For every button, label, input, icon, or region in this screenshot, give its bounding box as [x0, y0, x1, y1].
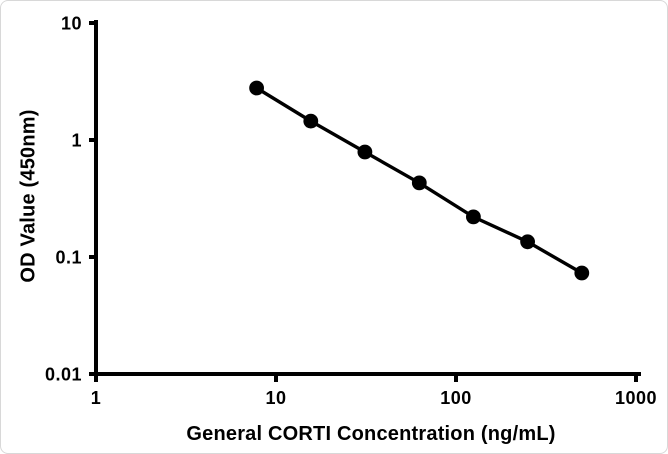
- data-point-marker: [357, 144, 373, 160]
- data-point-marker: [411, 175, 427, 191]
- y-tick-label: 0.1: [55, 248, 82, 268]
- y-tick-label: 0.01: [45, 365, 82, 385]
- x-axis-title: General CORTI Concentration (ng/mL): [186, 423, 556, 445]
- data-point-marker: [249, 80, 264, 96]
- y-tick-label: 1: [71, 131, 82, 151]
- data-point-marker: [520, 234, 535, 250]
- y-axis-title: OD Value (450nm): [17, 109, 40, 283]
- y-tick-label: 10: [61, 14, 82, 34]
- data-point-marker: [466, 209, 481, 225]
- data-point-marker: [574, 265, 590, 281]
- x-tick-label: 10: [265, 388, 286, 408]
- data-point-marker: [303, 113, 319, 129]
- x-tick-label: 100: [440, 388, 472, 408]
- x-tick-label: 1: [91, 388, 102, 408]
- x-tick-label: 1000: [615, 388, 657, 408]
